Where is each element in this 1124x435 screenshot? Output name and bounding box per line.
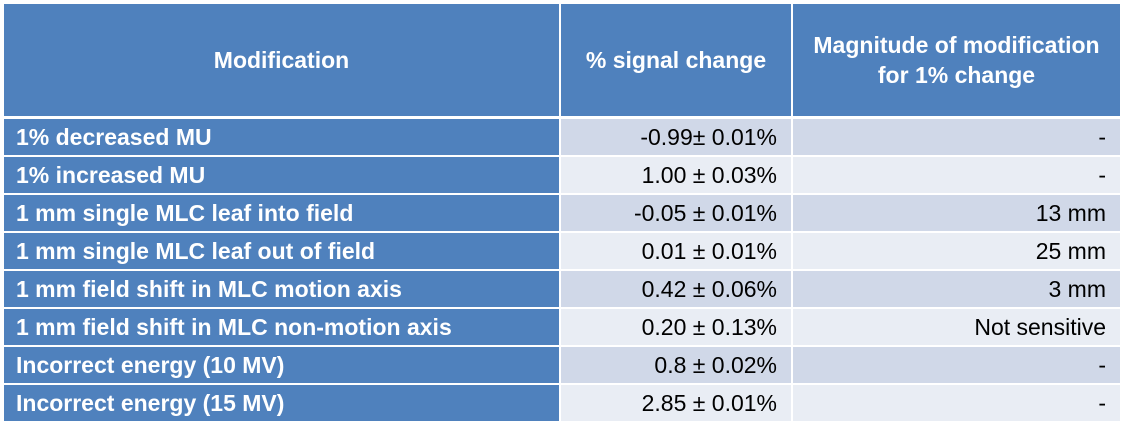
- table-row: Incorrect energy (10 MV) 0.8 ± 0.02% -: [4, 346, 1120, 385]
- table-row: 1 mm single MLC leaf out of field 0.01 ±…: [4, 232, 1120, 271]
- signal-change-cell: 2.85 ± 0.01%: [560, 384, 793, 423]
- magnitude-cell: 3 mm: [792, 270, 1120, 309]
- modification-cell: Incorrect energy (15 MV): [4, 384, 561, 423]
- magnitude-cell: 25 mm: [792, 232, 1120, 271]
- signal-change-cell: 0.42 ± 0.06%: [560, 270, 793, 309]
- modification-cell: 1% decreased MU: [4, 117, 561, 157]
- table-row: Incorrect energy (15 MV) 2.85 ± 0.01% -: [4, 384, 1120, 423]
- modification-cell: 1 mm single MLC leaf into field: [4, 194, 561, 233]
- magnitude-cell: -: [792, 384, 1120, 423]
- table-header-row: Modification % signal change Magnitude o…: [4, 4, 1120, 119]
- magnitude-cell: -: [792, 346, 1120, 385]
- modification-cell: 1% increased MU: [4, 156, 561, 195]
- modification-table: Modification % signal change Magnitude o…: [4, 4, 1120, 423]
- header-modification: Modification: [4, 4, 561, 119]
- signal-change-cell: 0.8 ± 0.02%: [560, 346, 793, 385]
- table-row: 1% decreased MU -0.99± 0.01% -: [4, 117, 1120, 157]
- modification-cell: Incorrect energy (10 MV): [4, 346, 561, 385]
- modification-cell: 1 mm field shift in MLC non-motion axis: [4, 308, 561, 347]
- magnitude-cell: -: [792, 156, 1120, 195]
- table-row: 1 mm field shift in MLC motion axis 0.42…: [4, 270, 1120, 309]
- signal-change-cell: 1.00 ± 0.03%: [560, 156, 793, 195]
- table-row: 1 mm field shift in MLC non-motion axis …: [4, 308, 1120, 347]
- table-row: 1 mm single MLC leaf into field -0.05 ± …: [4, 194, 1120, 233]
- signal-change-cell: -0.99± 0.01%: [560, 117, 793, 157]
- signal-change-cell: -0.05 ± 0.01%: [560, 194, 793, 233]
- header-magnitude: Magnitude of modification for 1% change: [792, 4, 1120, 119]
- header-signal-change: % signal change: [560, 4, 793, 119]
- modification-cell: 1 mm field shift in MLC motion axis: [4, 270, 561, 309]
- modification-table-container: Modification % signal change Magnitude o…: [4, 4, 1120, 431]
- magnitude-cell: 13 mm: [792, 194, 1120, 233]
- signal-change-cell: 0.01 ± 0.01%: [560, 232, 793, 271]
- signal-change-cell: 0.20 ± 0.13%: [560, 308, 793, 347]
- magnitude-cell: Not sensitive: [792, 308, 1120, 347]
- modification-cell: 1 mm single MLC leaf out of field: [4, 232, 561, 271]
- magnitude-cell: -: [792, 117, 1120, 157]
- table-row: 1% increased MU 1.00 ± 0.03% -: [4, 156, 1120, 195]
